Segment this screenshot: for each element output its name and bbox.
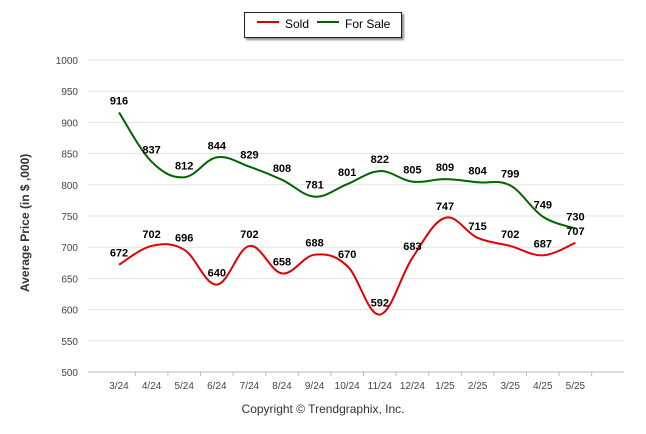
x-tick-label: 1/25 — [435, 381, 455, 392]
data-labels: 672 702 696 640 702 658 688 670 592 683 747 715 702 6… — [110, 95, 585, 309]
data-label-sold: 670 — [338, 249, 356, 261]
x-tick-label: 5/24 — [174, 381, 194, 392]
data-label-sold: 702 — [240, 229, 258, 241]
x-tick-label: 6/24 — [207, 381, 227, 392]
legend-swatch-sold — [257, 21, 279, 23]
data-label-sold: 696 — [175, 233, 193, 245]
y-tick-label: 750 — [61, 212, 78, 223]
data-label-sold: 640 — [208, 268, 226, 280]
y-axis-label: Average Price (in $ ,000) — [18, 153, 32, 292]
data-label-sold: 715 — [468, 221, 486, 233]
data-label-sold: 687 — [534, 238, 552, 250]
y-tick-label: 500 — [61, 368, 78, 379]
data-label-sold: 672 — [110, 248, 128, 260]
series — [118, 111, 576, 316]
y-tick-label: 950 — [61, 87, 78, 98]
x-tick-label: 2/25 — [468, 381, 488, 392]
axes: 500 550 600 650 700 750 800 850 900 950 1000 3/24 4/… — [56, 56, 624, 392]
x-tick-label: 12/24 — [400, 381, 425, 392]
data-label-for-sale: 822 — [371, 154, 389, 166]
data-label-sold: 592 — [371, 298, 389, 310]
y-tick-label: 600 — [61, 306, 78, 317]
grid — [88, 59, 624, 373]
series-line-sold — [118, 216, 576, 316]
y-tick-label: 700 — [61, 243, 78, 254]
y-tick-label: 850 — [61, 150, 78, 161]
legend: Sold For Sale — [244, 12, 402, 38]
data-label-sold: 707 — [566, 226, 584, 238]
y-tick-label: 800 — [61, 181, 78, 192]
data-label-for-sale: 730 — [566, 211, 584, 223]
x-tick-label: 9/24 — [305, 381, 325, 392]
data-label-for-sale: 808 — [273, 163, 291, 175]
x-tick-label: 3/24 — [109, 381, 129, 392]
x-tick-label: 3/25 — [500, 381, 520, 392]
data-label-for-sale: 844 — [208, 140, 227, 152]
x-tick-label: 7/24 — [240, 381, 260, 392]
y-tick-label: 1000 — [56, 56, 79, 67]
copyright-text: Copyright © Trendgraphix, Inc. — [241, 402, 405, 416]
data-label-sold: 747 — [436, 201, 454, 213]
y-tick-label: 550 — [61, 337, 78, 348]
x-tick-label: 4/25 — [533, 381, 553, 392]
y-tick-label: 900 — [61, 118, 78, 129]
x-tick-label: 10/24 — [335, 381, 360, 392]
legend-label-sold: Sold — [285, 17, 310, 31]
data-label-sold: 688 — [305, 238, 323, 250]
series-line-for-sale — [118, 111, 576, 230]
data-label-for-sale: 809 — [436, 162, 454, 174]
data-label-for-sale: 799 — [501, 168, 519, 180]
data-label-for-sale: 805 — [403, 165, 421, 177]
data-label-sold: 702 — [142, 229, 160, 241]
data-label-sold: 702 — [501, 229, 519, 241]
x-tick-label: 11/24 — [368, 381, 393, 392]
data-label-sold: 658 — [273, 256, 291, 268]
x-tick-label: 5/25 — [566, 381, 586, 392]
data-label-sold: 683 — [403, 241, 421, 253]
data-label-for-sale: 749 — [534, 200, 552, 212]
data-label-for-sale: 837 — [142, 145, 160, 157]
data-label-for-sale: 916 — [110, 95, 128, 107]
legend-swatch-forsale — [317, 21, 339, 23]
legend-label-forsale: For Sale — [345, 17, 391, 31]
data-label-for-sale: 804 — [468, 165, 487, 177]
data-label-for-sale: 829 — [240, 150, 258, 162]
x-tick-label: 8/24 — [272, 381, 292, 392]
x-tick-label: 4/24 — [142, 381, 162, 392]
data-label-for-sale: 801 — [338, 167, 356, 179]
data-label-for-sale: 781 — [305, 180, 323, 192]
data-label-for-sale: 812 — [175, 160, 193, 172]
y-tick-label: 650 — [61, 274, 78, 285]
